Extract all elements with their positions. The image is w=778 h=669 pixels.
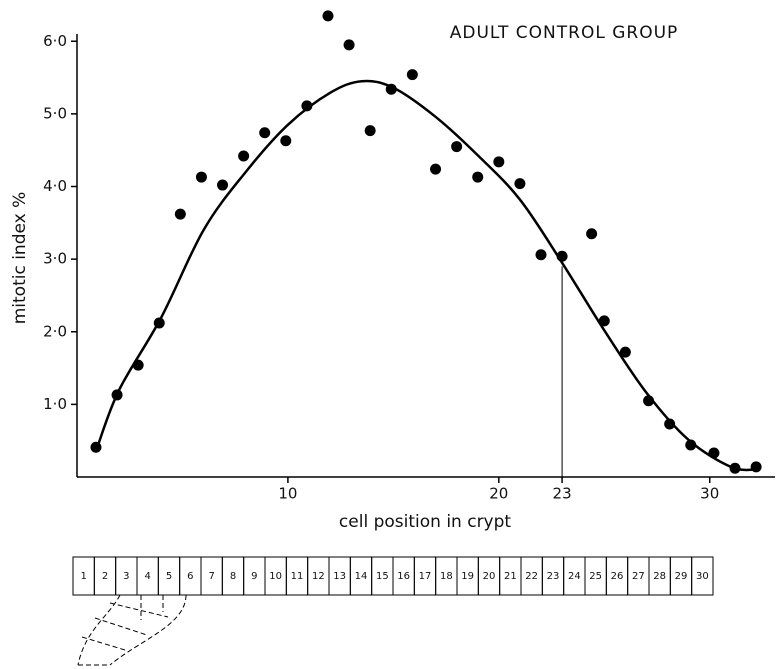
- data-point: [322, 10, 334, 22]
- chart-title: ADULT CONTROL GROUP: [450, 23, 679, 43]
- data-point: [451, 141, 463, 153]
- data-point: [280, 135, 292, 147]
- crypt-cell-label: 18: [440, 571, 453, 582]
- y-tick-label: 2·0: [43, 322, 67, 340]
- y-tick-label: 5·0: [43, 104, 67, 122]
- crypt-cell-label: 19: [461, 571, 474, 582]
- crypt-cell-label: 11: [291, 571, 304, 582]
- y-tick-label: 4·0: [43, 177, 67, 195]
- data-point: [619, 346, 631, 358]
- crypt-cell-label: 30: [696, 571, 709, 582]
- crypt-cell-label: 17: [419, 571, 432, 582]
- crypt-cell-label: 25: [589, 571, 602, 582]
- crypt-cell-label: 8: [230, 571, 236, 582]
- data-point: [301, 100, 313, 112]
- crypt-inner-wall: [77, 594, 121, 666]
- x-tick-label: 10: [278, 485, 297, 503]
- data-point: [217, 179, 229, 191]
- data-point: [195, 171, 207, 183]
- crypt-cell: [691, 556, 714, 596]
- data-point: [493, 156, 505, 168]
- crypt-cell-label: 6: [187, 571, 193, 582]
- crypt-cell-label: 20: [483, 571, 496, 582]
- data-point: [586, 228, 598, 240]
- crypt-cell-label: 3: [123, 571, 129, 582]
- y-tick-label: 1·0: [43, 395, 67, 413]
- data-point: [535, 249, 547, 261]
- x-axis-label: cell position in crypt: [339, 512, 511, 532]
- data-point: [430, 163, 442, 175]
- crypt-base: [77, 594, 187, 666]
- data-point: [598, 315, 610, 327]
- crypt-cell-label: 23: [547, 571, 560, 582]
- data-point: [664, 418, 676, 430]
- crypt-cell-label: 10: [269, 571, 282, 582]
- crypt-cell-label: 26: [611, 571, 624, 582]
- crypt-cell-label: 1: [80, 571, 86, 582]
- crypt-divider: [94, 617, 148, 636]
- crypt-divider: [81, 636, 126, 651]
- x-tick-label: 20: [489, 485, 508, 503]
- crypt-outer-wall: [109, 594, 187, 666]
- crypt-cell-label: 2: [102, 571, 108, 582]
- data-point: [343, 39, 355, 51]
- data-point: [364, 125, 376, 137]
- crypt-divider: [109, 602, 169, 618]
- crypt-cell-label: 7: [208, 571, 214, 582]
- fitted-curve: [95, 79, 757, 472]
- crypt-cell-label: 9: [251, 571, 257, 582]
- crypt-cell-label: 13: [333, 571, 346, 582]
- y-axis-label: mitotic index %: [10, 192, 30, 325]
- crypt-cell-label: 5: [166, 571, 172, 582]
- x-tick-label: 23: [553, 485, 572, 503]
- crypt-cell-label: 14: [355, 571, 368, 582]
- crypt-cell-label: 12: [312, 571, 325, 582]
- crypt-cell-label: 21: [504, 571, 517, 582]
- crypt-cell-label: 29: [675, 571, 688, 582]
- data-point: [685, 439, 697, 451]
- y-tick-label: 6·0: [43, 32, 67, 50]
- y-tick-label: 3·0: [43, 250, 67, 268]
- crypt-cell-label: 16: [397, 571, 410, 582]
- crypt-cell-label: 28: [653, 571, 666, 582]
- data-point: [238, 150, 250, 162]
- crypt-cell-label: 4: [144, 571, 150, 582]
- crypt-cell-label: 15: [376, 571, 389, 582]
- data-point: [472, 171, 484, 183]
- crypt-cell-label: 24: [568, 571, 581, 582]
- crypt-cell-label: 22: [525, 571, 538, 582]
- data-point: [406, 69, 418, 81]
- data-point: [514, 178, 526, 190]
- x-tick-label: 30: [700, 485, 719, 503]
- data-point: [259, 127, 271, 139]
- data-point: [174, 208, 186, 220]
- crypt-cell-label: 27: [632, 571, 645, 582]
